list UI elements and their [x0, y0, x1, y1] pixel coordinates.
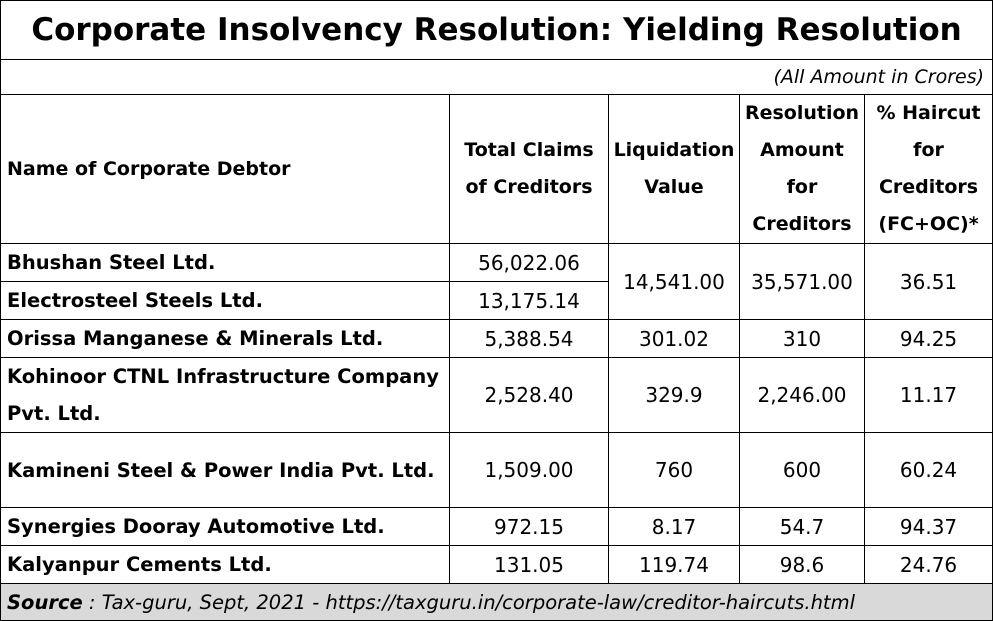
debtor-name: Kamineni Steel & Power India Pvt. Ltd.	[0, 432, 450, 508]
haircut-cell: 94.25	[863, 319, 993, 358]
total-claims-cell: 972.15	[449, 507, 609, 546]
haircut-merged: 36.51	[863, 243, 993, 320]
header-row: Name of Corporate Debtor Total Claims of…	[0, 94, 993, 244]
haircut-cell: 94.37	[863, 507, 993, 546]
table-row: Bhushan Steel Ltd. 56,022.06 14,541.00 3…	[0, 243, 993, 320]
header-haircut: % Haircut for Creditors (FC+OC)*	[863, 94, 993, 244]
haircut-cell: 60.24	[863, 432, 993, 508]
table-title: Corporate Insolvency Resolution: Yieldin…	[0, 0, 993, 60]
header-liquidation-value: Liquidation Value	[608, 94, 740, 244]
liquidation-value-merged: 14,541.00	[608, 243, 740, 320]
table-row: Kamineni Steel & Power India Pvt. Ltd. 1…	[0, 432, 993, 508]
debtor-name: Bhushan Steel Ltd.	[0, 243, 450, 282]
resolution-amount-cell: 98.6	[739, 545, 865, 584]
header-resolution-amount: Resolution Amount for Creditors	[739, 94, 865, 244]
debtor-name: Kohinoor CTNL Infrastructure Company Pvt…	[0, 357, 450, 433]
haircut-cell: 24.76	[863, 545, 993, 584]
header-total-claims: Total Claims of Creditors	[449, 94, 609, 244]
table-row: Orissa Manganese & Minerals Ltd. 5,388.5…	[0, 319, 993, 358]
liquidation-value-cell: 8.17	[608, 507, 740, 546]
total-claims-cell: 56,022.06	[449, 243, 609, 282]
debtor-name: Orissa Manganese & Minerals Ltd.	[0, 319, 450, 358]
resolution-amount-cell: 2,246.00	[739, 357, 865, 433]
table-row: Kalyanpur Cements Ltd. 131.05 119.74 98.…	[0, 545, 993, 584]
resolution-amount-cell: 54.7	[739, 507, 865, 546]
total-claims-cell: 2,528.40	[449, 357, 609, 433]
resolution-amount-cell: 600	[739, 432, 865, 508]
debtor-name: Synergies Dooray Automotive Ltd.	[0, 507, 450, 546]
total-claims-cell: 5,388.54	[449, 319, 609, 358]
total-claims-cell: 1,509.00	[449, 432, 609, 508]
resolution-amount-merged: 35,571.00	[739, 243, 865, 320]
liquidation-value-cell: 301.02	[608, 319, 740, 358]
total-claims-cell: 131.05	[449, 545, 609, 584]
haircut-cell: 11.17	[863, 357, 993, 433]
liquidation-value-cell: 760	[608, 432, 740, 508]
table-row: Electrosteel Steels Ltd. 13,175.14	[0, 281, 993, 320]
table-row: Synergies Dooray Automotive Ltd. 972.15 …	[0, 507, 993, 546]
source-text: : Tax-guru, Sept, 2021 - https://taxguru…	[82, 590, 855, 614]
liquidation-value-cell: 119.74	[608, 545, 740, 584]
header-debtor-name: Name of Corporate Debtor	[0, 94, 450, 244]
source-note: Source : Tax-guru, Sept, 2021 - https://…	[0, 583, 993, 621]
source-label: Source	[7, 590, 83, 614]
total-claims-cell: 13,175.14	[449, 281, 609, 320]
liquidation-value-cell: 329.9	[608, 357, 740, 433]
resolution-amount-cell: 310	[739, 319, 865, 358]
table-row: Kohinoor CTNL Infrastructure Company Pvt…	[0, 357, 993, 433]
debtor-name: Kalyanpur Cements Ltd.	[0, 545, 450, 584]
units-note: (All Amount in Crores)	[0, 59, 993, 95]
debtor-name: Electrosteel Steels Ltd.	[0, 281, 450, 320]
